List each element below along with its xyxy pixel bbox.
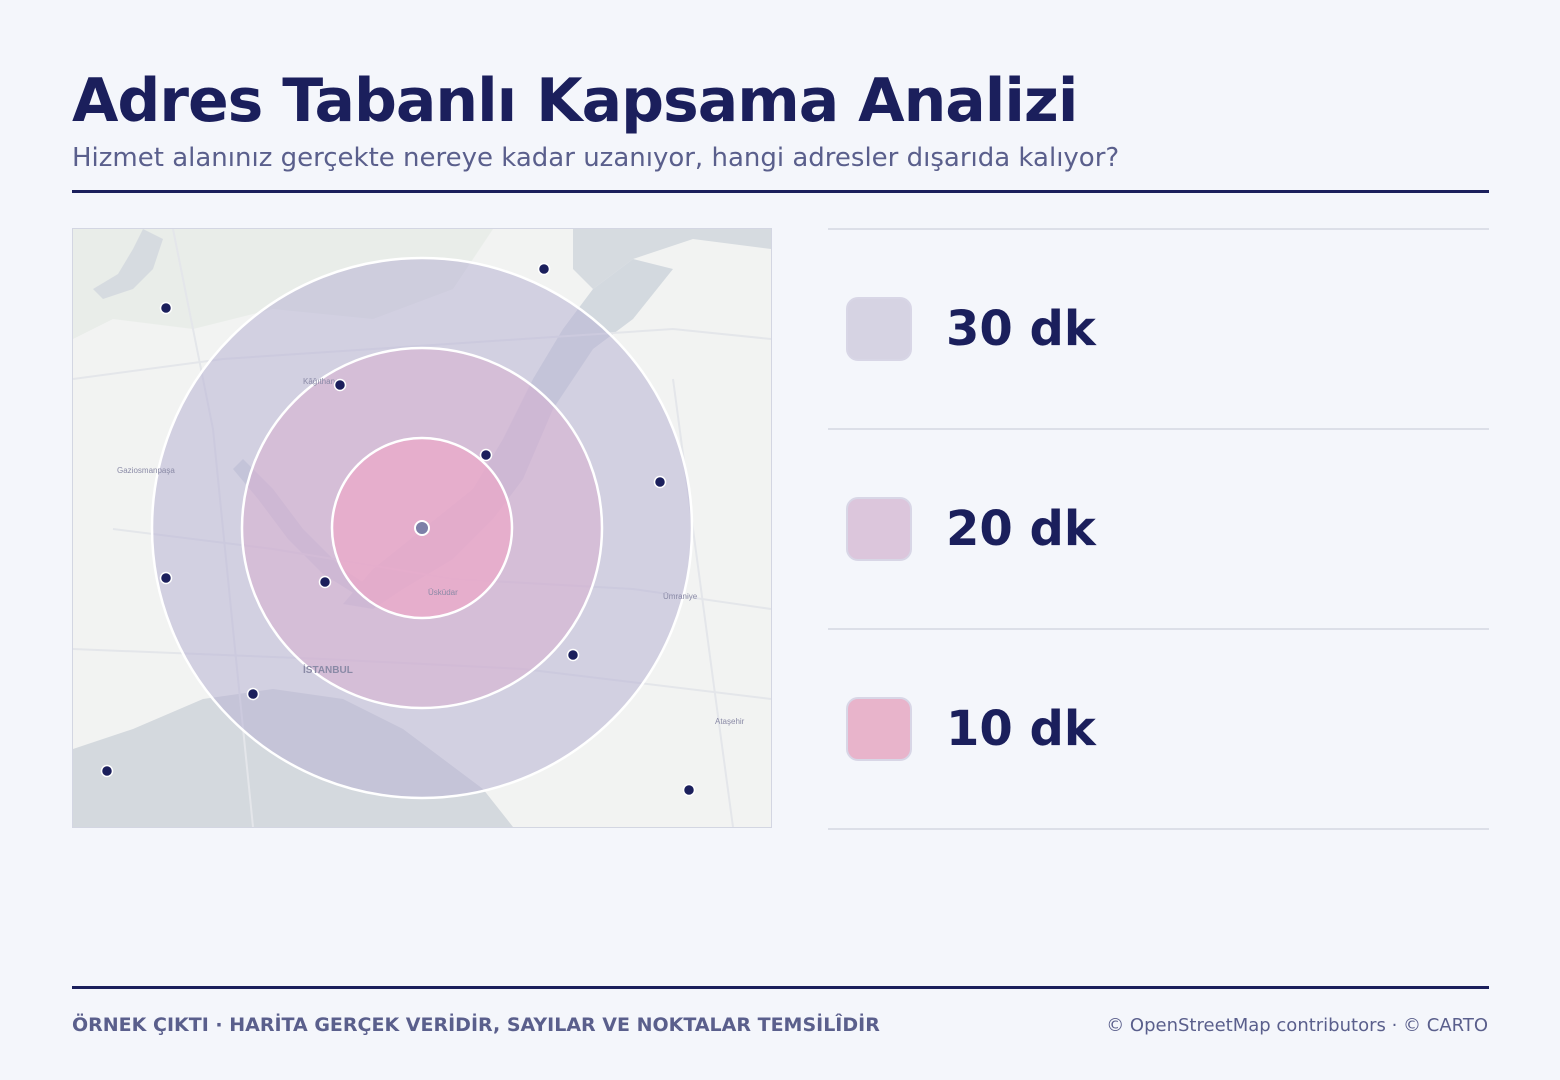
legend-swatch-20: [846, 497, 912, 561]
legend-label-20: 20 dk: [946, 501, 1096, 557]
place-label-kagithane: Kâğıthane: [303, 377, 340, 386]
address-point[interactable]: [246, 687, 260, 701]
place-label-atasehir: Ataşehir: [715, 717, 745, 726]
address-point[interactable]: [100, 764, 114, 778]
service-center-marker[interactable]: [414, 520, 430, 536]
address-point[interactable]: [653, 475, 667, 489]
address-point[interactable]: [682, 783, 696, 797]
address-point[interactable]: [566, 648, 580, 662]
page-subtitle: Hizmet alanınız gerçekte nereye kadar uz…: [72, 143, 1120, 173]
place-label-istanbul: İSTANBUL: [303, 663, 353, 676]
address-point[interactable]: [159, 301, 173, 315]
map-canvas[interactable]: Kâğıthane Gaziosmanpaşa Üsküdar Ümraniye…: [73, 229, 771, 827]
map-water-north: [573, 229, 771, 289]
address-point[interactable]: [318, 575, 332, 589]
address-point[interactable]: [537, 262, 551, 276]
legend-label-10: 10 dk: [946, 701, 1096, 757]
legend-swatch-10: [846, 697, 912, 761]
address-point[interactable]: [333, 378, 347, 392]
footer-divider: [72, 986, 1489, 989]
legend-item-20: 20 dk: [828, 428, 1489, 628]
map-lake: [93, 229, 163, 299]
coverage-map[interactable]: Kâğıthane Gaziosmanpaşa Üsküdar Ümraniye…: [72, 228, 772, 828]
legend-item-10: 10 dk: [828, 628, 1489, 830]
legend-label-30: 30 dk: [946, 301, 1096, 357]
legend-item-30: 30 dk: [828, 228, 1489, 428]
page-title: Adres Tabanlı Kapsama Analizi: [72, 66, 1078, 136]
place-label-umraniye: Ümraniye: [663, 592, 698, 601]
address-point[interactable]: [479, 448, 493, 462]
place-label-uskudar: Üsküdar: [428, 588, 458, 597]
map-attribution[interactable]: © OpenStreetMap contributors · © CARTO: [1106, 1015, 1488, 1036]
header-divider: [72, 190, 1489, 193]
footer-note: ÖRNEK ÇIKTI · HARİTA GERÇEK VERİDİR, SAY…: [72, 1014, 880, 1036]
legend: 30 dk 20 dk 10 dk: [828, 228, 1489, 830]
legend-swatch-30: [846, 297, 912, 361]
address-point[interactable]: [159, 571, 173, 585]
place-label-gaziosmanpasa: Gaziosmanpaşa: [117, 466, 175, 475]
